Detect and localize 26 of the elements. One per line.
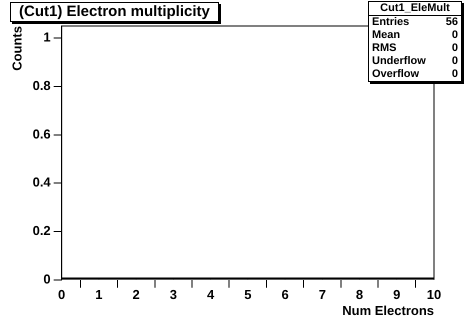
x-tick-label: 5: [244, 287, 252, 302]
text: Mean 0: [372, 29, 458, 41]
y-tick-label: 0.2: [32, 223, 51, 238]
text: Cut1_EleMult: [369, 2, 461, 16]
x-tick-label: 3: [170, 287, 177, 302]
text: RMS 0: [372, 42, 458, 54]
y-tick-label: 0.4: [32, 174, 52, 190]
x-tick-label: 8: [356, 287, 364, 302]
x-tick-label: 6: [281, 287, 289, 302]
x-axis-title: Num Electrons: [342, 302, 434, 318]
x-tick-label: 0: [58, 287, 66, 302]
text: Overflow 0: [372, 68, 458, 80]
y-tick-label: 0.6: [32, 126, 51, 142]
x-tick-label: 2: [132, 287, 140, 302]
x-tick-label: 1: [95, 287, 103, 302]
chart-title: (Cut1) Electron multiplicity: [10, 2, 219, 22]
x-tick-label: 10: [426, 287, 442, 302]
text: Underflow 0: [372, 55, 458, 67]
x-tick-label: 7: [318, 287, 326, 302]
y-axis-title: Counts: [9, 26, 24, 71]
text: Entries 56: [372, 16, 458, 28]
y-tick-label: 1: [43, 30, 51, 45]
x-tick-label: 4: [206, 287, 215, 302]
x-tick-label: 9: [393, 287, 400, 302]
y-tick-label: 0: [43, 271, 51, 286]
y-tick-label: 0.8: [32, 78, 51, 94]
